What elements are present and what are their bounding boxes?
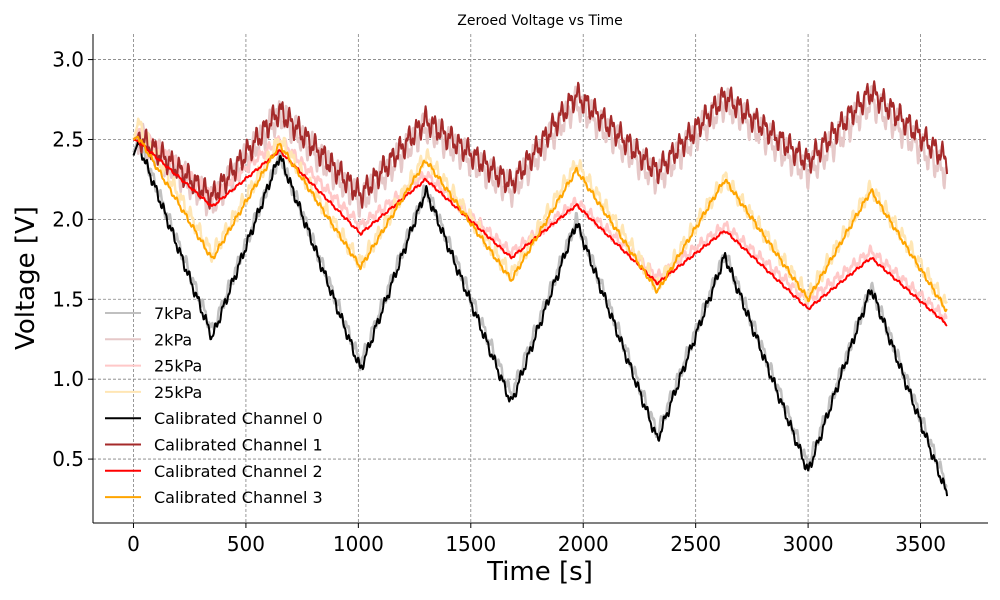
y-tick-label: 2.0 <box>52 207 84 231</box>
x-tick-label: 3000 <box>783 532 834 556</box>
legend-label: Calibrated Channel 2 <box>154 462 323 481</box>
series-layer <box>132 80 949 497</box>
legend-label: Calibrated Channel 1 <box>154 436 323 455</box>
series-line <box>132 139 949 497</box>
legend-label: 7kPa <box>154 304 192 323</box>
legend-label: 25kPa <box>154 383 202 402</box>
x-tick-label: 1500 <box>445 532 496 556</box>
legend-label: Calibrated Channel 3 <box>154 488 323 507</box>
series-line <box>132 80 949 210</box>
series-line <box>132 135 948 313</box>
y-tick-label: 3.0 <box>52 48 84 72</box>
axes <box>92 34 988 524</box>
y-tick-label: 0.5 <box>52 447 84 471</box>
x-axis-label: Time [s] <box>486 557 593 587</box>
x-tick-label: 2000 <box>558 532 609 556</box>
y-tick-label: 1.5 <box>52 287 84 311</box>
x-tick-label: 500 <box>227 532 265 556</box>
y-tick-label: 2.5 <box>52 127 84 151</box>
x-tick-label: 1000 <box>333 532 384 556</box>
legend: 7kPa 2kPa 25kPa 25kPa Calibrated Channel 0 Ca… <box>105 304 323 507</box>
x-tick-label: 3500 <box>895 532 946 556</box>
legend-label: 25kPa <box>154 357 202 376</box>
legend-label: Calibrated Channel 0 <box>154 409 323 428</box>
x-tick-label: 0 <box>127 532 140 556</box>
legend-label: 2kPa <box>154 330 192 349</box>
x-tick-label: 2500 <box>670 532 721 556</box>
ticks: 0 500 1000 1500 2000 2500 3000 3500 0.5 1.0 1.5 2.0… <box>52 48 946 556</box>
series-line <box>132 117 949 308</box>
chart-title: Zeroed Voltage vs Time <box>457 13 622 29</box>
y-axis-label: Voltage [V] <box>11 206 41 350</box>
y-tick-label: 1.0 <box>52 367 84 391</box>
